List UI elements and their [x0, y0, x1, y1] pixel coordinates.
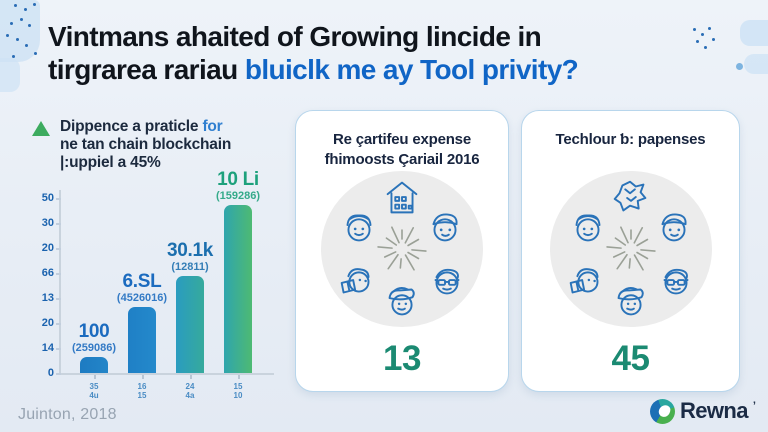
bar-4 [224, 205, 252, 373]
bar-label: 10 Li (159286) [215, 169, 261, 203]
decor-dot [24, 8, 27, 11]
icon-circle [321, 171, 483, 327]
y-tick-mark [56, 298, 61, 300]
decor-dot [33, 3, 36, 6]
face-beret-icon [346, 214, 372, 242]
face-hat-icon [617, 287, 644, 316]
bar-label: 30.1k (12811) [166, 240, 214, 274]
face-glasses-icon [434, 268, 460, 295]
x-tick-mark [94, 375, 96, 379]
card-papenses-title: Techlour ƅ: papenses [555, 131, 706, 148]
decor-dot [6, 34, 9, 37]
starburst-icon [605, 226, 656, 271]
face-tools-icon [340, 268, 370, 294]
decor-dot [14, 4, 17, 7]
card-expense: Re çartifeu expense fhimoosts Çariail 20… [295, 110, 509, 392]
x-tick-label: 35 4u [89, 382, 99, 400]
logo-text: Rewna [680, 398, 749, 423]
note-line1-accent: for [202, 118, 223, 135]
decor-dot [16, 38, 19, 41]
decor-dot [736, 63, 743, 70]
y-tick-label: 20 [41, 242, 54, 254]
face-curl-icon [575, 214, 600, 242]
chart-plot-area: 100 (259086) 35 4u 6.SL (4526016) 16 15 30.1k (12… [56, 170, 274, 399]
face-band-icon [661, 213, 687, 242]
face-cap-icon [432, 213, 458, 242]
bar-label: 100 (259086) [71, 321, 117, 355]
house-icon [386, 181, 418, 214]
y-tick-mark [56, 273, 61, 275]
face-fish-icon [388, 287, 415, 316]
decor-patch [0, 0, 40, 62]
decor-dot [708, 27, 711, 30]
bar-3 [176, 276, 204, 373]
y-axis-labels: 50 30 20 66 13 20 14 0 [34, 190, 54, 380]
decor-dot [25, 44, 28, 47]
card-expense-value: 13 [383, 339, 421, 378]
decor-patch [740, 20, 768, 46]
y-tick-mark [56, 248, 61, 250]
triangle-up-icon [32, 121, 50, 136]
card-expense-title: Re çartifeu expense fhimoosts Çariail 20… [324, 131, 480, 168]
icon-circle [549, 171, 712, 327]
bar-chart: 50 30 20 66 13 20 14 0 100 (259086) 35 4u 6.SL (4526… [34, 170, 286, 408]
title-line1: Vintmans ahaited of Growing lincide in [48, 21, 542, 52]
decor-dot [701, 33, 704, 36]
x-tick-label: 24 4a [185, 382, 195, 400]
logo-trademark: ’ [752, 400, 756, 412]
page-title: Vintmans ahaited of Growing lincide in t… [48, 20, 579, 86]
note-line2: ne tan chain blockchain [60, 136, 232, 153]
y-tick-label: 13 [41, 292, 54, 304]
title-line2-blue: bluiclk me ay Tool privity? [244, 54, 579, 85]
x-tick-mark [190, 375, 192, 379]
x-tick-label: 16 15 [137, 382, 147, 400]
decor-dot [12, 55, 15, 58]
y-tick-label: 0 [47, 367, 54, 379]
y-tick-mark [56, 348, 61, 350]
card-papenses-value: 45 [611, 339, 650, 378]
y-tick-label: 66 [41, 267, 54, 279]
y-tick-label: 30 [41, 217, 54, 229]
y-tick-mark [56, 223, 61, 225]
note-line3: |:uppiel a 45% [60, 154, 161, 171]
decor-patch [0, 58, 20, 92]
decor-patch [744, 54, 768, 74]
bar-1 [80, 357, 108, 373]
starburst-icon [377, 226, 427, 271]
decor-dot [28, 24, 31, 27]
logo-icon [650, 398, 675, 424]
note-line1: Dippence a praticle [60, 118, 199, 135]
decor-dot [704, 46, 707, 49]
y-tick-mark [56, 323, 61, 325]
decor-dot [34, 52, 37, 55]
card-papenses: Techlour ƅ: papenses 45 [521, 110, 740, 392]
source-text: Juinton, 2018 [18, 406, 117, 423]
y-tick-label: 14 [41, 342, 54, 354]
title-line2-black: tirgrarea rariau [48, 54, 238, 85]
chart-note-text: Dippence a praticle for ne tan chain blo… [60, 118, 231, 172]
decor-dot [20, 18, 23, 21]
decor-dot [712, 38, 715, 41]
bar-2 [128, 307, 156, 373]
face-headphones-icon [663, 268, 688, 295]
y-tick-mark [56, 373, 61, 375]
brand-logo: Rewna ’ [650, 398, 756, 424]
crumpled-paper-icon [613, 180, 646, 212]
x-tick-mark [142, 375, 144, 379]
decor-dot [10, 22, 13, 25]
decor-dot [696, 40, 699, 43]
face-book-icon [569, 268, 598, 294]
y-tick-label: 20 [41, 317, 54, 329]
x-tick-label: 15 10 [233, 382, 243, 400]
decor-dot [693, 28, 696, 31]
y-tick-mark [56, 198, 61, 200]
x-tick-mark [238, 375, 240, 379]
bar-label: 6.SL (4526016) [116, 271, 168, 305]
chart-note: Dippence a praticle for ne tan chain blo… [32, 118, 262, 172]
y-tick-label: 50 [41, 192, 54, 204]
